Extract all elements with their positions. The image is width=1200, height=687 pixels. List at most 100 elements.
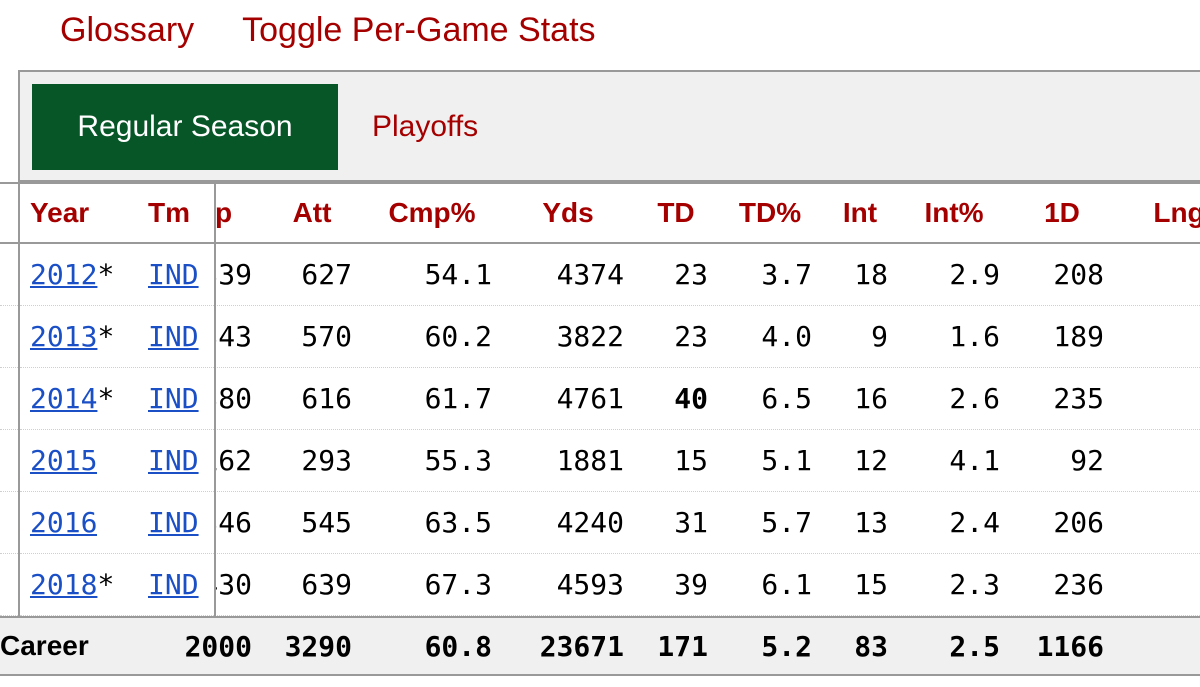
cell-int: 9	[871, 320, 888, 353]
cell-td_pct: 5.1	[761, 444, 812, 477]
cell-td_pct: 6.5	[761, 382, 812, 415]
frozen-row: 2016 IND	[20, 492, 214, 554]
pro-bowl-marker: *	[97, 382, 115, 415]
column-header-yds[interactable]: Yds	[542, 197, 594, 228]
career-cell-td_pct: 5.2	[761, 629, 812, 663]
year-link[interactable]: 2015	[30, 444, 98, 477]
cell-td: 40	[674, 382, 708, 415]
column-header-tm[interactable]: Tm	[148, 197, 190, 228]
career-cell-int_pct: 2.5	[949, 629, 1000, 663]
cell-att: 616	[301, 382, 352, 415]
career-cell-fd: 1166	[1036, 629, 1104, 663]
cell-fd: 235	[1053, 382, 1104, 415]
year-cell: 2018 *	[30, 554, 114, 615]
team-link[interactable]: IND	[148, 568, 199, 601]
cell-cmp_pct: 55.3	[424, 444, 492, 477]
cell-int: 18	[854, 258, 888, 291]
cell-int_pct: 2.3	[949, 568, 1000, 601]
team-cell: IND	[148, 244, 199, 305]
cell-fd: 92	[1070, 444, 1104, 477]
column-header-year[interactable]: Year	[30, 197, 90, 228]
column-header-fd[interactable]: 1D	[1044, 197, 1080, 228]
year-link[interactable]: 2012	[30, 258, 98, 291]
column-header-att[interactable]: Att	[292, 197, 332, 228]
team-link[interactable]: IND	[148, 258, 199, 291]
year-link[interactable]: 2018	[30, 568, 98, 601]
cell-yds: 4593	[556, 568, 624, 601]
column-header-int_pct[interactable]: Int%	[924, 197, 984, 228]
cell-cmp_pct: 54.1	[424, 258, 492, 291]
tab-regular-season[interactable]: Regular Season	[32, 84, 338, 170]
team-cell: IND	[148, 306, 199, 367]
cell-td: 15	[674, 444, 708, 477]
cell-td_pct: 3.7	[761, 258, 812, 291]
year-cell: 2016	[30, 492, 97, 553]
season-tab-bar: Regular Season Playoffs	[18, 70, 1200, 182]
column-header-int[interactable]: Int	[842, 197, 878, 228]
team-cell: IND	[148, 554, 199, 615]
pro-bowl-marker: *	[97, 568, 115, 601]
pro-bowl-marker: *	[97, 258, 115, 291]
glossary-link[interactable]: Glossary	[60, 10, 195, 49]
cell-td: 23	[674, 320, 708, 353]
cell-int_pct: 2.6	[949, 382, 1000, 415]
year-cell: 2012 *	[30, 244, 114, 305]
cell-int_pct: 4.1	[949, 444, 1000, 477]
column-header-td[interactable]: TD	[657, 197, 695, 228]
cell-td_pct: 6.1	[761, 568, 812, 601]
cell-int: 12	[854, 444, 888, 477]
frozen-row: 2018 * IND	[20, 554, 214, 616]
column-header-cmp_pct[interactable]: Cmp%	[388, 197, 476, 228]
frozen-columns: Year Tm 2012 * IND 2013 * IND 2014 * IND 2015 IND 201…	[18, 182, 216, 616]
toggle-per-game-link[interactable]: Toggle Per-Game Stats	[242, 10, 596, 49]
cell-yds: 3822	[556, 320, 624, 353]
team-link[interactable]: IND	[148, 320, 199, 353]
career-cell-td: 171	[657, 629, 708, 663]
cell-lng: 73	[1114, 306, 1200, 367]
career-row: 2000 3290 60.8 23671 171 5.2 83 2.5 1166 87	[0, 616, 1200, 676]
cell-td: 31	[674, 506, 708, 539]
year-link[interactable]: 2016	[30, 506, 98, 539]
career-label: Career	[0, 630, 89, 661]
year-link[interactable]: 2014	[30, 382, 98, 415]
team-link[interactable]: IND	[148, 382, 199, 415]
cell-td: 23	[674, 258, 708, 291]
career-cell-cmp_pct: 60.8	[424, 629, 492, 663]
career-cell-yds: 23671	[539, 629, 624, 663]
year-cell: 2015	[30, 430, 97, 491]
cell-fd: 189	[1053, 320, 1104, 353]
team-link[interactable]: IND	[148, 506, 199, 539]
cell-cmp_pct: 67.3	[424, 568, 492, 601]
cell-cmp_pct: 63.5	[424, 506, 492, 539]
frozen-row: 2015 IND	[20, 430, 214, 492]
cell-cmp_pct: 61.7	[424, 382, 492, 415]
frozen-row: 2012 * IND	[20, 244, 214, 306]
cell-cmp_pct: 60.2	[424, 320, 492, 353]
career-cell-lng: 87	[1114, 618, 1200, 674]
team-link[interactable]: IND	[148, 444, 199, 477]
cell-lng: 68	[1114, 554, 1200, 615]
cell-att: 627	[301, 258, 352, 291]
year-cell: 2014 *	[30, 368, 114, 429]
team-cell: IND	[148, 368, 199, 429]
column-header-td_pct[interactable]: TD%	[738, 197, 802, 228]
year-cell: 2013 *	[30, 306, 114, 367]
passing-table: CmpAttCmp%YdsTDTD%IntInt%1DLng33962754.1…	[0, 182, 1200, 678]
cell-td_pct: 4.0	[761, 320, 812, 353]
cell-yds: 1881	[556, 444, 624, 477]
tab-playoffs[interactable]: Playoffs	[372, 110, 479, 143]
year-link[interactable]: 2013	[30, 320, 98, 353]
cell-fd: 208	[1053, 258, 1104, 291]
cell-lng: 70	[1114, 244, 1200, 305]
cell-int: 13	[854, 506, 888, 539]
top-links: Glossary Toggle Per-Game Stats	[60, 0, 596, 60]
cell-lng: 80	[1114, 368, 1200, 429]
team-cell: IND	[148, 492, 199, 553]
cell-int_pct: 2.4	[949, 506, 1000, 539]
cell-att: 545	[301, 506, 352, 539]
column-header-lng[interactable]: Lng	[1153, 197, 1200, 228]
scrollable-columns[interactable]: CmpAttCmp%YdsTDTD%IntInt%1DLng33962754.1…	[0, 182, 1200, 678]
